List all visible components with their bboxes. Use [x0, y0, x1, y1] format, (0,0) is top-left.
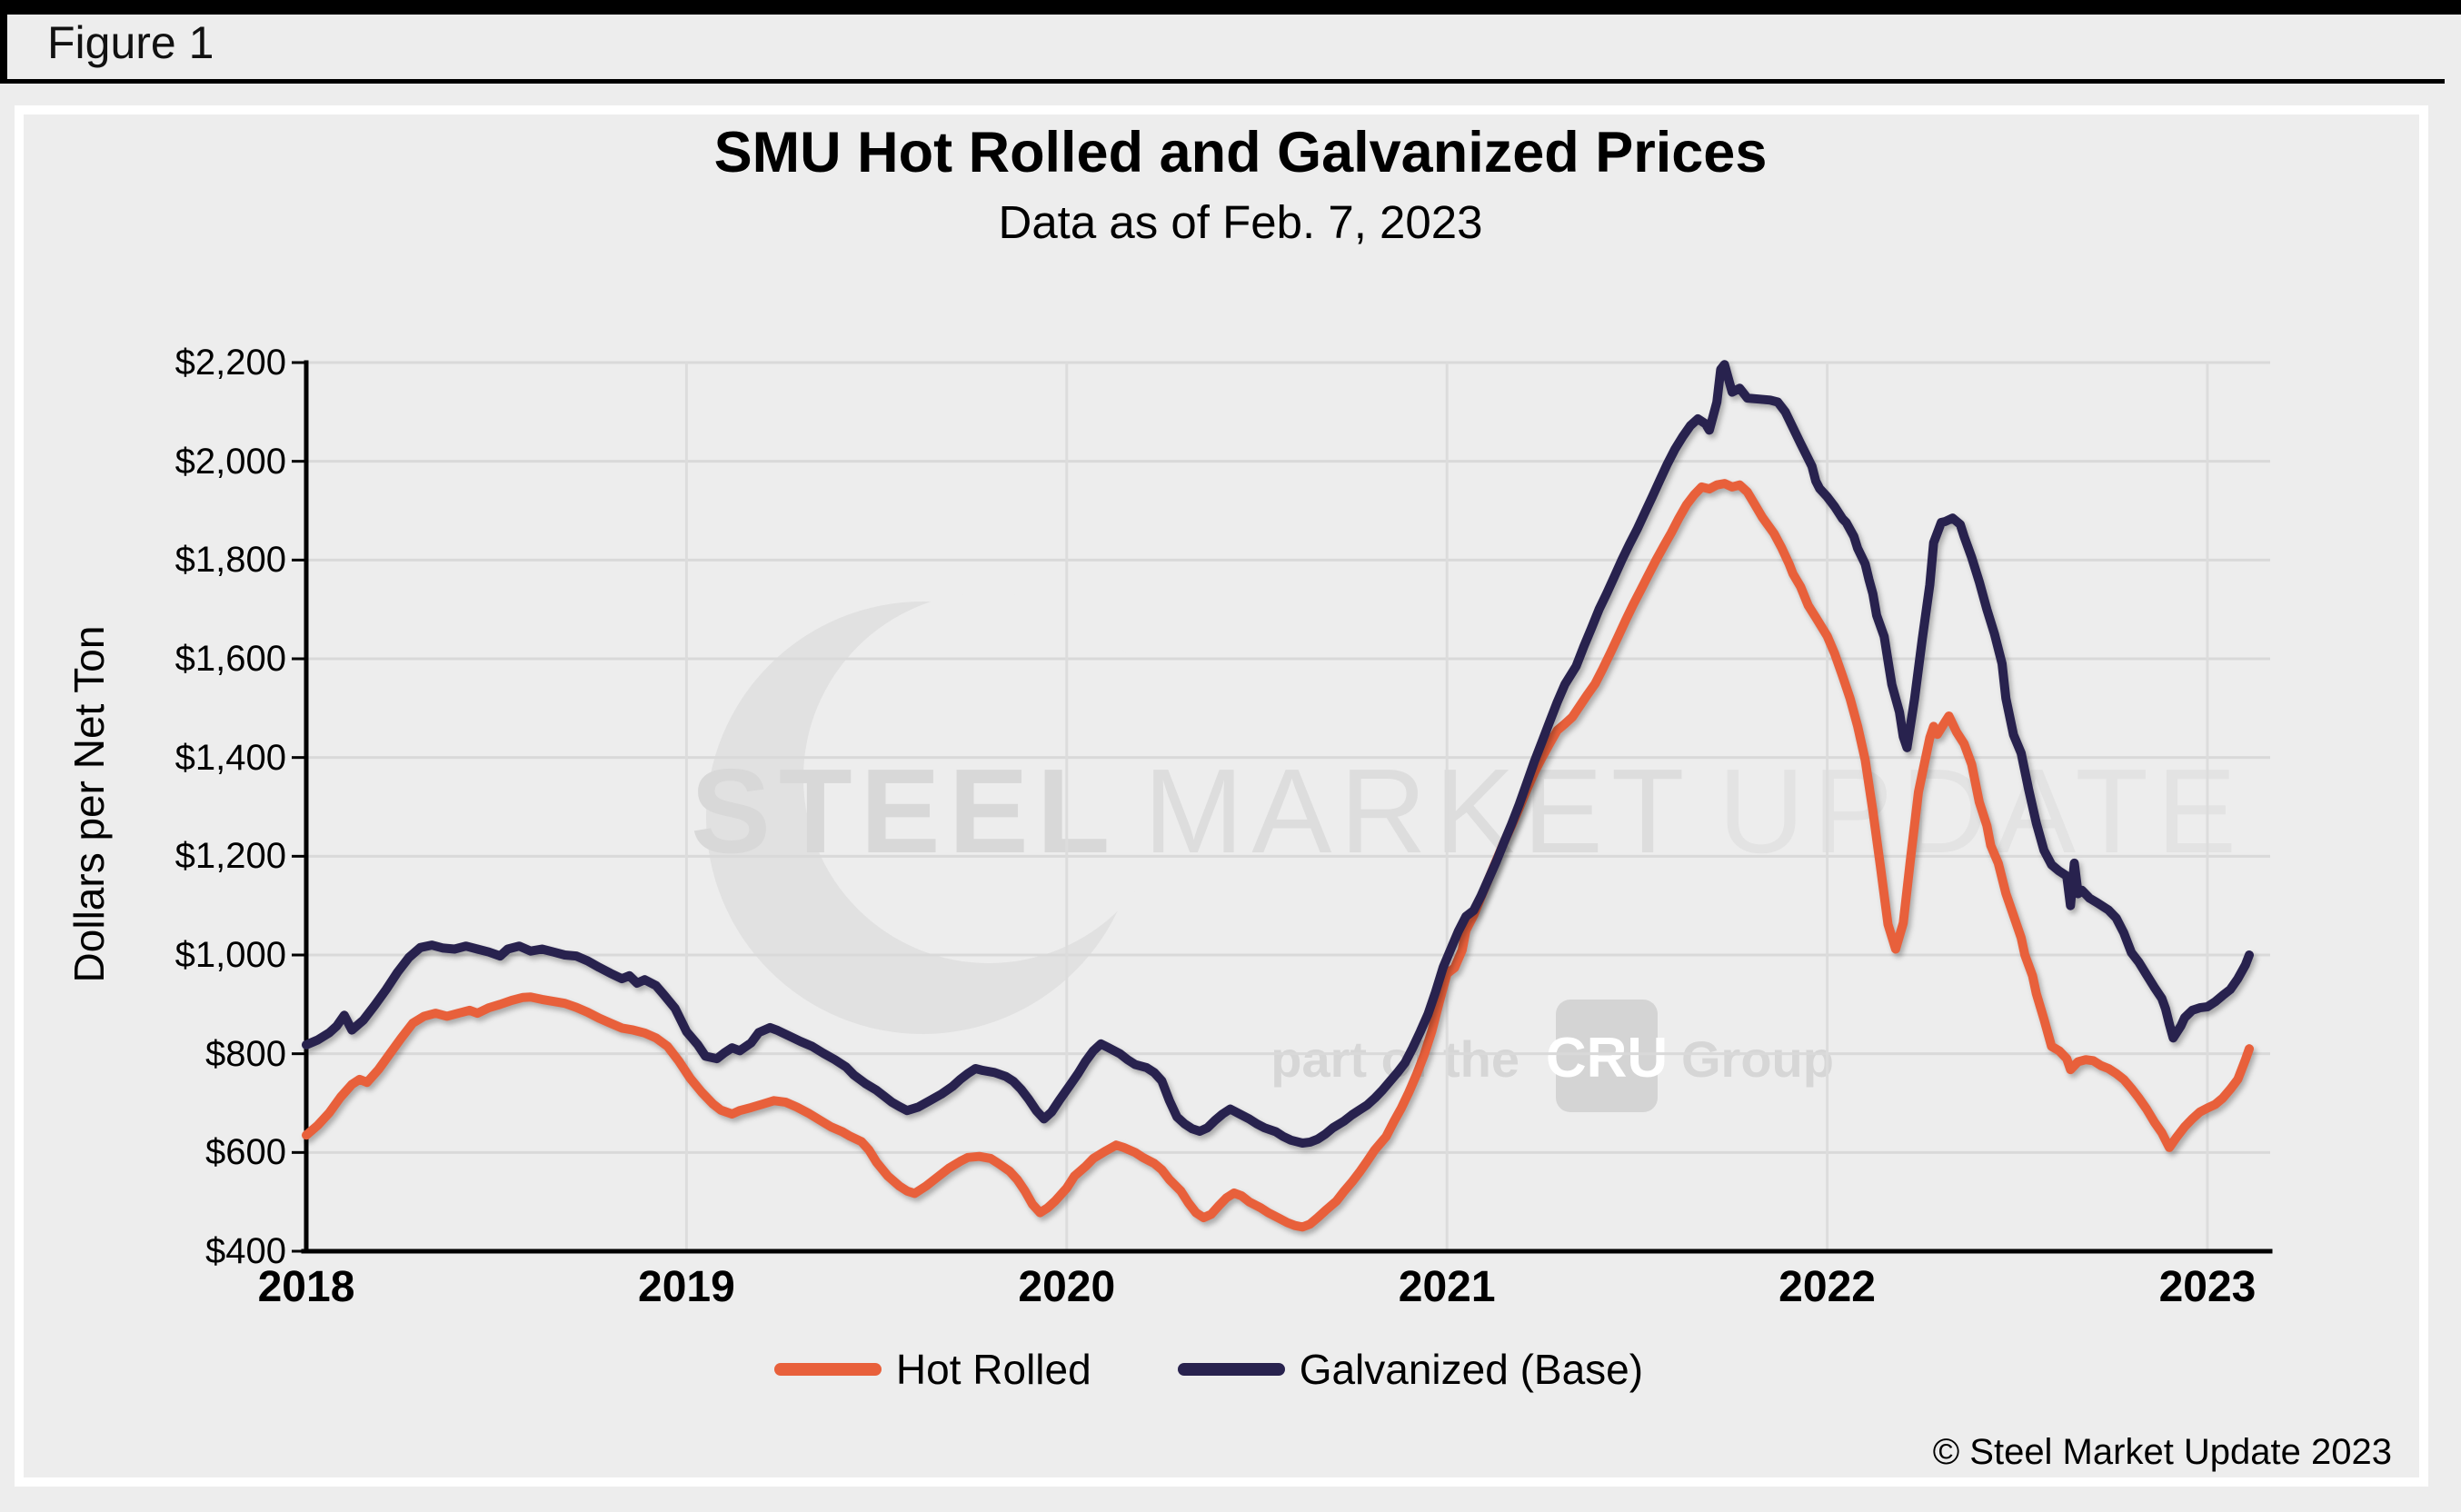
series-line-galvanized-base	[302, 360, 2254, 1148]
x-tick-label: 2021	[1398, 1263, 1496, 1311]
figure-label: Figure 1	[47, 17, 214, 68]
hot-rolled-line-swatch	[773, 1363, 882, 1376]
series-layer	[302, 360, 2254, 1232]
watermark-word-steel: STEEL	[691, 744, 1118, 878]
watermark-layer: STEEL MARKET UPDATE part of the CRU Group	[691, 592, 2245, 1112]
watermark-subline-suffix: Group	[1681, 1030, 1834, 1088]
x-tick-label: 2020	[1018, 1263, 1116, 1311]
cru-logo-text: CRU	[1546, 1027, 1668, 1089]
chart-frame	[15, 105, 2428, 1487]
y-tick-label: $2,000	[174, 441, 286, 482]
y-tick-label: $1,800	[174, 540, 286, 581]
series-line-hot-rolled	[302, 479, 2254, 1232]
y-tick-label: $1,000	[174, 935, 286, 975]
galvanized-line-swatch	[1177, 1363, 1285, 1376]
y-tick-label: $1,200	[174, 836, 286, 877]
chart-subtitle: Data as of Feb. 7, 2023	[998, 196, 1483, 248]
chart-title: SMU Hot Rolled and Galvanized Prices	[713, 121, 1768, 184]
copyright: © Steel Market Update 2023	[1932, 1432, 2392, 1472]
x-tick-label: 2023	[2158, 1263, 2257, 1311]
watermark-word-market: MARKET	[1143, 744, 1692, 878]
legend-item-hot-rolled: Hot Rolled	[773, 1345, 1091, 1394]
top-black-bar	[0, 0, 2461, 15]
x-tick-label: 2019	[638, 1263, 735, 1311]
y-tick-label: $800	[205, 1033, 286, 1074]
cru-logo-box	[1556, 1000, 1658, 1112]
legend: Hot Rolled Galvanized (Base)	[36, 1345, 2381, 1394]
header-rule	[0, 79, 2445, 84]
y-tick-label: $2,200	[174, 343, 286, 383]
watermark-crescent-cut	[803, 592, 1174, 963]
header-left-border	[0, 15, 7, 84]
watermark-text: STEEL MARKET UPDATE	[691, 744, 2245, 878]
axis-layer	[292, 360, 2273, 1254]
y-tick-label: $1,600	[174, 639, 286, 679]
y-tick-label: $600	[205, 1132, 286, 1173]
legend-label-hot-rolled: Hot Rolled	[895, 1346, 1091, 1393]
legend-label-galvanized: Galvanized (Base)	[1299, 1346, 1644, 1393]
gridline-layer	[306, 361, 2270, 1251]
x-tick-label: 2018	[257, 1263, 355, 1311]
x-tick-label: 2022	[1778, 1263, 1876, 1311]
y-tick-label: $400	[205, 1231, 286, 1271]
legend-item-galvanized: Galvanized (Base)	[1177, 1345, 1644, 1394]
y-tick-label: $1,400	[174, 737, 286, 778]
